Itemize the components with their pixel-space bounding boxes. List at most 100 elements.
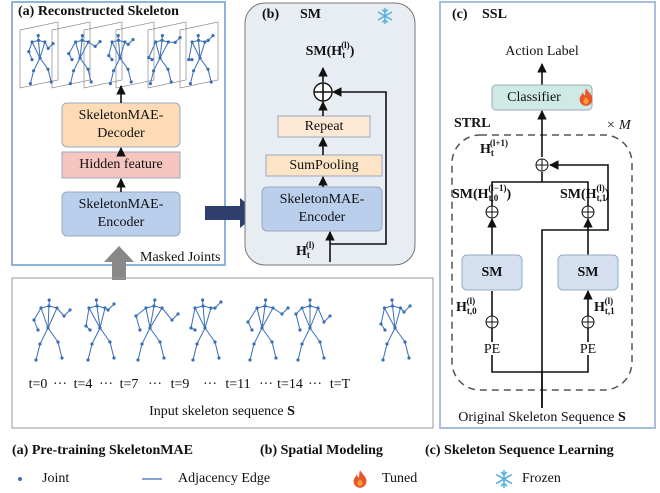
skeleton-joint [37,39,40,42]
skeleton-joint [211,34,214,37]
skeleton-edge [191,308,195,328]
skeleton-edge [40,328,48,344]
skeleton-joint [131,38,134,41]
skeleton-joint [210,80,213,83]
skeleton-edge [142,328,150,344]
skeleton-joint [402,310,405,313]
skeleton-joint [385,342,388,345]
skeleton-joint [318,340,321,343]
skeleton-edge [205,328,215,342]
skeleton-joint [118,56,121,59]
skeleton-joint [316,306,319,309]
skeleton-joint [127,43,130,46]
skeleton-joint [37,34,40,37]
strl-label: STRL [454,116,491,131]
frame-label: t=4 [74,377,93,392]
panel-c-title: SSL [482,7,507,22]
skeleton-joint [193,306,196,309]
masked-label: Masked Joints [140,250,221,265]
skeleton-joint [69,82,72,85]
skeleton-joint [246,320,249,323]
skeleton-edge [310,308,318,328]
skeleton-joint [207,39,210,42]
skeleton-joint [106,308,109,311]
skeleton-edge [302,308,310,328]
skeleton-joint [197,39,200,42]
skeleton-joint [152,304,155,307]
figure: (a) Reconstructed Skeleton SkeletonMAE- … [0,0,660,493]
caption: (a) Pre-training SkeletonMAE [12,443,193,458]
skeleton-edge [92,328,100,344]
skeleton-edge [310,328,320,342]
skeleton-joint [108,340,111,343]
skeleton-joint [260,326,263,329]
skeleton-joint [170,318,173,321]
skeleton-joint [190,58,193,61]
legend-joint [18,477,22,481]
skeleton-joint [153,298,156,301]
skeleton-joint [264,298,267,301]
encoder-label: SkeletonMAE- [280,192,365,207]
skeleton-joint [87,40,90,43]
skeleton-edge [48,306,49,328]
skeleton-joint [203,40,206,43]
skeleton-joint [201,298,204,301]
skeleton-joint [109,82,112,85]
skeleton-edge [257,308,262,328]
skeleton-edge [41,308,48,328]
frame-label: t=14 [277,377,303,392]
skeleton-joint [189,326,192,329]
skeleton-joint [197,34,200,37]
skeleton-joint [308,304,311,307]
skeleton-joint [90,80,93,83]
skeleton-joint [255,306,258,309]
add-node [582,206,594,218]
skeleton-joint [296,358,299,361]
skeleton-joint [98,40,101,43]
skeleton-joint [78,56,81,59]
skeleton-joint [280,312,283,315]
skeleton-joint [322,356,325,359]
skeleton-joint [46,326,49,329]
repeat-count: × M [606,118,632,133]
skeleton-edge [272,342,276,358]
skeleton-joint [162,356,165,359]
skeleton-edge [254,328,262,344]
skeleton-joint [178,36,181,39]
skeleton-joint [187,58,190,61]
skeleton-joint [81,34,84,37]
skeleton-joint [160,39,163,42]
skeleton-joint [148,326,151,329]
action-label: Action Label [505,44,579,59]
skeleton-edge [138,344,142,360]
skeleton-joint [161,34,164,37]
add-node [486,206,498,218]
pe-label: PE [580,342,596,357]
skeleton-joint [294,312,297,315]
skeleton-joint [32,69,35,72]
skeleton-joint [147,56,150,59]
skeleton-edge [100,308,105,328]
skeleton-joint [90,342,93,345]
skeleton-edge [215,342,219,358]
skeleton-joint [217,356,220,359]
skeleton-joint [110,58,113,61]
skeleton-joint [383,306,386,309]
skeleton-joint [201,304,204,307]
skeleton-edge [58,342,62,358]
skeleton-joint [300,306,303,309]
skeleton-edge [34,320,38,330]
skeleton-joint [149,82,152,85]
skeleton-edge [296,314,300,330]
skeleton-joint [94,45,97,48]
skeleton-joint [126,68,129,71]
skeleton-joint [134,314,137,317]
skeleton-edge [160,342,164,358]
skeleton-edge [383,344,387,360]
skeleton-edge [395,308,401,328]
skeleton-joint [176,312,179,315]
panel-b-label: (b) [262,7,279,22]
skeleton-joint [95,298,98,301]
skeleton-joint [191,40,194,43]
skeleton-joint [399,306,402,309]
